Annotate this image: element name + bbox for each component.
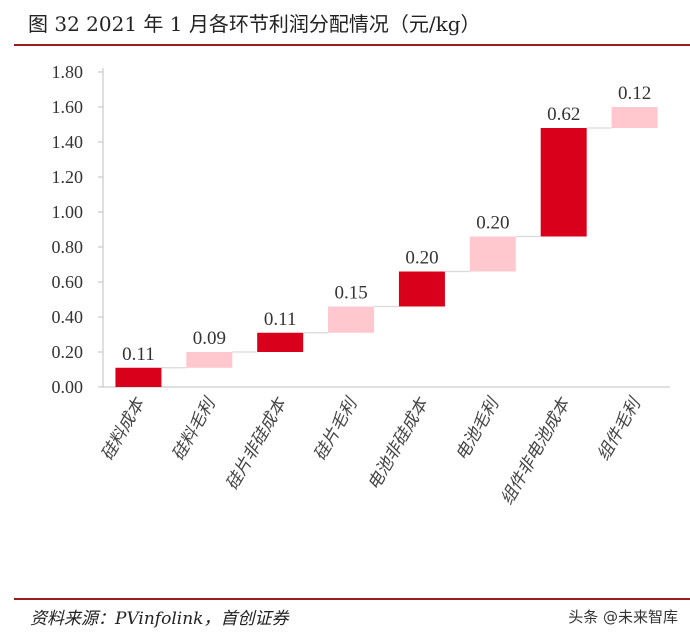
data-label: 0.11 — [264, 309, 297, 330]
bar-profit — [186, 352, 233, 368]
figure-header: 图 32 2021 年 1 月各环节利润分配情况（元/kg） — [0, 0, 690, 46]
y-tick-label: 1.40 — [52, 132, 84, 152]
x-category-label: 硅片毛利 — [310, 393, 363, 464]
data-label: 0.15 — [334, 283, 367, 304]
source-note: 资料来源：PVinfolink，首创证券 — [30, 609, 289, 629]
y-tick-label: 0.20 — [52, 342, 84, 362]
x-category-label: 电池毛利 — [452, 393, 505, 464]
bar-profit — [328, 306, 375, 333]
data-label: 0.12 — [618, 83, 651, 104]
waterfall-chart: 0.00 0.20 0.40 0.60 0.80 1.00 1.20 1.40 1.60 1.80… — [52, 62, 670, 509]
x-category-label: 组件毛利 — [594, 393, 647, 464]
y-tick-label: 1.20 — [52, 167, 84, 187]
x-category-label: 硅料成本 — [97, 394, 149, 465]
data-label: 0.09 — [193, 328, 226, 349]
y-tick-label: 1.60 — [52, 97, 84, 117]
y-tick-label: 0.80 — [52, 237, 84, 257]
data-label: 0.20 — [476, 213, 509, 234]
watermark-text: 头条 @未来智库 — [568, 608, 678, 626]
title-divider — [14, 44, 690, 46]
y-tick-label: 1.80 — [52, 62, 84, 82]
x-category-label: 硅片非硅成本 — [222, 394, 291, 494]
data-label: 0.20 — [405, 248, 438, 269]
y-tick-label: 1.00 — [52, 202, 84, 222]
x-category-label: 电池非硅成本 — [364, 394, 433, 494]
bar-cost — [398, 271, 445, 307]
bar-profit — [611, 107, 658, 128]
bar-cost — [540, 128, 587, 237]
bar-cost — [257, 332, 304, 352]
footer-divider — [14, 598, 690, 600]
data-label: 0.11 — [122, 344, 155, 365]
figure-title: 图 32 2021 年 1 月各环节利润分配情况（元/kg） — [28, 12, 481, 36]
x-category-label: 组件非电池成本 — [497, 394, 575, 509]
y-tick-label: 0.00 — [52, 377, 84, 397]
bar-profit — [469, 236, 516, 272]
y-tick-label: 0.60 — [52, 272, 84, 292]
data-label: 0.62 — [547, 104, 580, 125]
x-category-label: 硅料毛利 — [168, 393, 221, 464]
y-tick-label: 0.40 — [52, 307, 84, 327]
bar-cost — [115, 367, 162, 387]
